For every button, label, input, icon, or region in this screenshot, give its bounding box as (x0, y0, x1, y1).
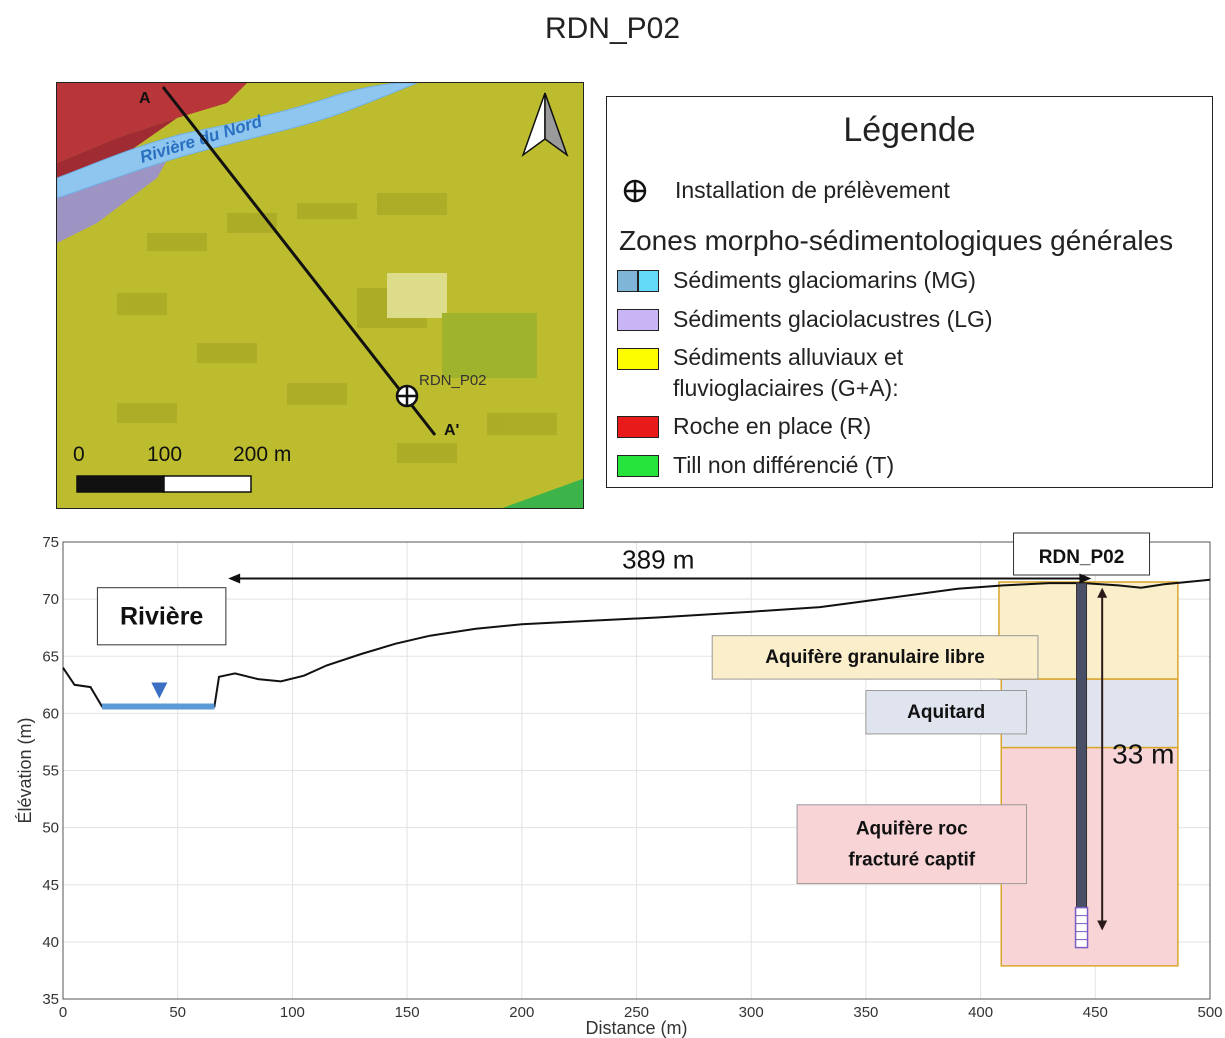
well-name-box: RDN_P02 (1013, 532, 1151, 576)
x-tick-label: 100 (280, 1004, 305, 1021)
x-tick-label: 250 (624, 1004, 649, 1021)
river-label-frame (96, 587, 227, 646)
unit-label-box (711, 635, 1039, 680)
section-end-label: A' (444, 422, 459, 439)
well-screen (1074, 906, 1089, 949)
well-marker-icon (395, 384, 419, 408)
x-tick-label: 200 (509, 1004, 534, 1021)
legend-label: Sédiments glaciomarins (MG) (673, 267, 976, 293)
section-line (161, 86, 437, 436)
legend-item-till: Till non différencié (T) (617, 452, 894, 479)
unit-label-confined: Aquifère roc fracturé captif (796, 804, 1027, 885)
profile-chart: 0 50 100 150 200 250 300 350 400 450 500 35 40 45 50 55… (15, 532, 1223, 1038)
arrowhead-up-icon (1097, 587, 1108, 598)
well-symbol-icon (623, 179, 647, 202)
building (387, 273, 447, 318)
well-label: RDN_P02 (419, 372, 487, 389)
scale-label-100: 100 (147, 443, 182, 466)
y-tick-label: 70 (42, 591, 59, 608)
legend-well-label: Installation de prélèvement (675, 177, 950, 203)
x-tick-label: 500 (1197, 1004, 1222, 1021)
y-tick-label: 35 (42, 991, 59, 1008)
unit-label-text: Aquifère granulaire libre (765, 647, 985, 668)
cross-section-profile: 0 50 100 150 200 250 300 350 400 450 500 35 40 45 50 55… (0, 525, 1225, 1038)
section-start-label: A (139, 90, 151, 107)
hydro-unit-box (1000, 678, 1179, 749)
legend-well-entry: Installation de prélèvement (617, 177, 950, 204)
legend-item-bedrock: Roche en place (R) (617, 413, 871, 440)
legend-item-glaciomarine: Sédiments glaciomarins (MG) (617, 267, 976, 294)
river-label-text: Rivière (120, 602, 203, 630)
well-casing-pipe (1076, 582, 1088, 909)
legend-title: Légende (843, 111, 976, 149)
unit-label-text: fracturé captif (848, 849, 975, 870)
page-title: RDN_P02 (544, 12, 681, 45)
legend-label-line2: fluvioglaciaires (G+A): (673, 375, 899, 401)
legend-item-alluvial: Sédiments alluviaux et fluvioglaciaires … (617, 344, 903, 402)
unit-label-text: Aquifère roc (856, 818, 968, 839)
unit-labels: Aquifère granulaire libre Aquitard Aquifèr… (711, 635, 1039, 885)
legend-zones-title: Zones morpho-sédimentologiques générales (619, 225, 1174, 256)
ground-profile-line (62, 578, 1211, 708)
well-name-frame (1013, 532, 1151, 576)
till-zone (502, 478, 583, 508)
legend-label: Sédiments alluviaux et (673, 344, 904, 370)
arrowhead-right-icon (1079, 573, 1092, 584)
location-map: Rivière du Nord A A' RDN_P02 0 100 200 m (56, 82, 584, 509)
legend-swatch-glaciolacustrine (617, 308, 659, 331)
scale-label-0: 0 (73, 443, 85, 466)
legend-label: Till non différencié (T) (673, 452, 895, 478)
legend-swatch-alluvial (617, 348, 659, 370)
y-tick-label: 60 (42, 705, 59, 722)
y-tick-label: 55 (42, 763, 59, 780)
scale-bar: 0 100 200 m (73, 443, 291, 493)
unit-label-text: Aquitard (907, 702, 985, 723)
distance-label: 389 m (622, 545, 694, 575)
y-tick-label: 50 (42, 820, 59, 837)
y-tick-label: 45 (42, 877, 59, 894)
x-tick-label: 150 (395, 1004, 420, 1021)
unit-label-aquitard: Aquitard (865, 690, 1027, 735)
river-label-box: Rivière (96, 587, 227, 646)
x-tick-label: 300 (739, 1004, 764, 1021)
river-band (57, 83, 418, 199)
map-canvas: Rivière du Nord A A' RDN_P02 0 100 200 m (57, 83, 583, 508)
y-tick-label: 65 (42, 648, 59, 665)
plot-frame (62, 541, 1211, 1000)
well-casing: RDN_P02 (1013, 532, 1151, 949)
x-tick-label: 400 (968, 1004, 993, 1021)
legend-swatch-bedrock (617, 415, 659, 438)
axis-ticks: 0 50 100 150 200 250 300 350 400 450 500 35 40 45 50 55… (42, 534, 1222, 1021)
x-tick-label: 0 (59, 1004, 67, 1021)
hydro-units (998, 581, 1179, 967)
y-tick-label: 75 (42, 534, 59, 551)
unit-label-box (796, 804, 1027, 885)
legend-label: Roche en place (R) (673, 413, 872, 439)
water-level-icon (151, 682, 168, 699)
legend-swatch-till (617, 454, 659, 477)
annotations: 389 m 33 m (228, 545, 1174, 931)
hydro-unit-box (1000, 746, 1179, 967)
x-tick-label: 450 (1083, 1004, 1108, 1021)
unit-label-unconfined: Aquifère granulaire libre (711, 635, 1039, 680)
well-name-text: RDN_P02 (1039, 547, 1125, 568)
x-tick-label: 350 (853, 1004, 878, 1021)
y-axis-label: Élévation (m) (15, 717, 35, 823)
y-tick-label: 40 (42, 934, 59, 951)
legend: Légende Installation de prélèvement Zone… (606, 96, 1213, 488)
legend-item-glaciolacustrine: Sédiments glaciolacustres (LG) (617, 306, 993, 333)
sports-field (442, 313, 537, 378)
x-axis-label: Distance (m) (585, 1018, 687, 1038)
arrowhead-left-icon (228, 573, 241, 584)
river-cross-section: Rivière (96, 587, 227, 710)
unit-label-box (865, 690, 1027, 735)
legend-swatch-glaciomarine (617, 269, 659, 292)
scale-label-200: 200 m (233, 443, 291, 466)
arrowhead-down-icon (1097, 920, 1108, 931)
legend-label: Sédiments glaciolacustres (LG) (673, 306, 993, 332)
bedrock-zone (57, 83, 247, 163)
depth-label: 33 m (1112, 739, 1174, 770)
north-arrow-icon (521, 92, 569, 158)
x-tick-label: 50 (169, 1004, 186, 1021)
